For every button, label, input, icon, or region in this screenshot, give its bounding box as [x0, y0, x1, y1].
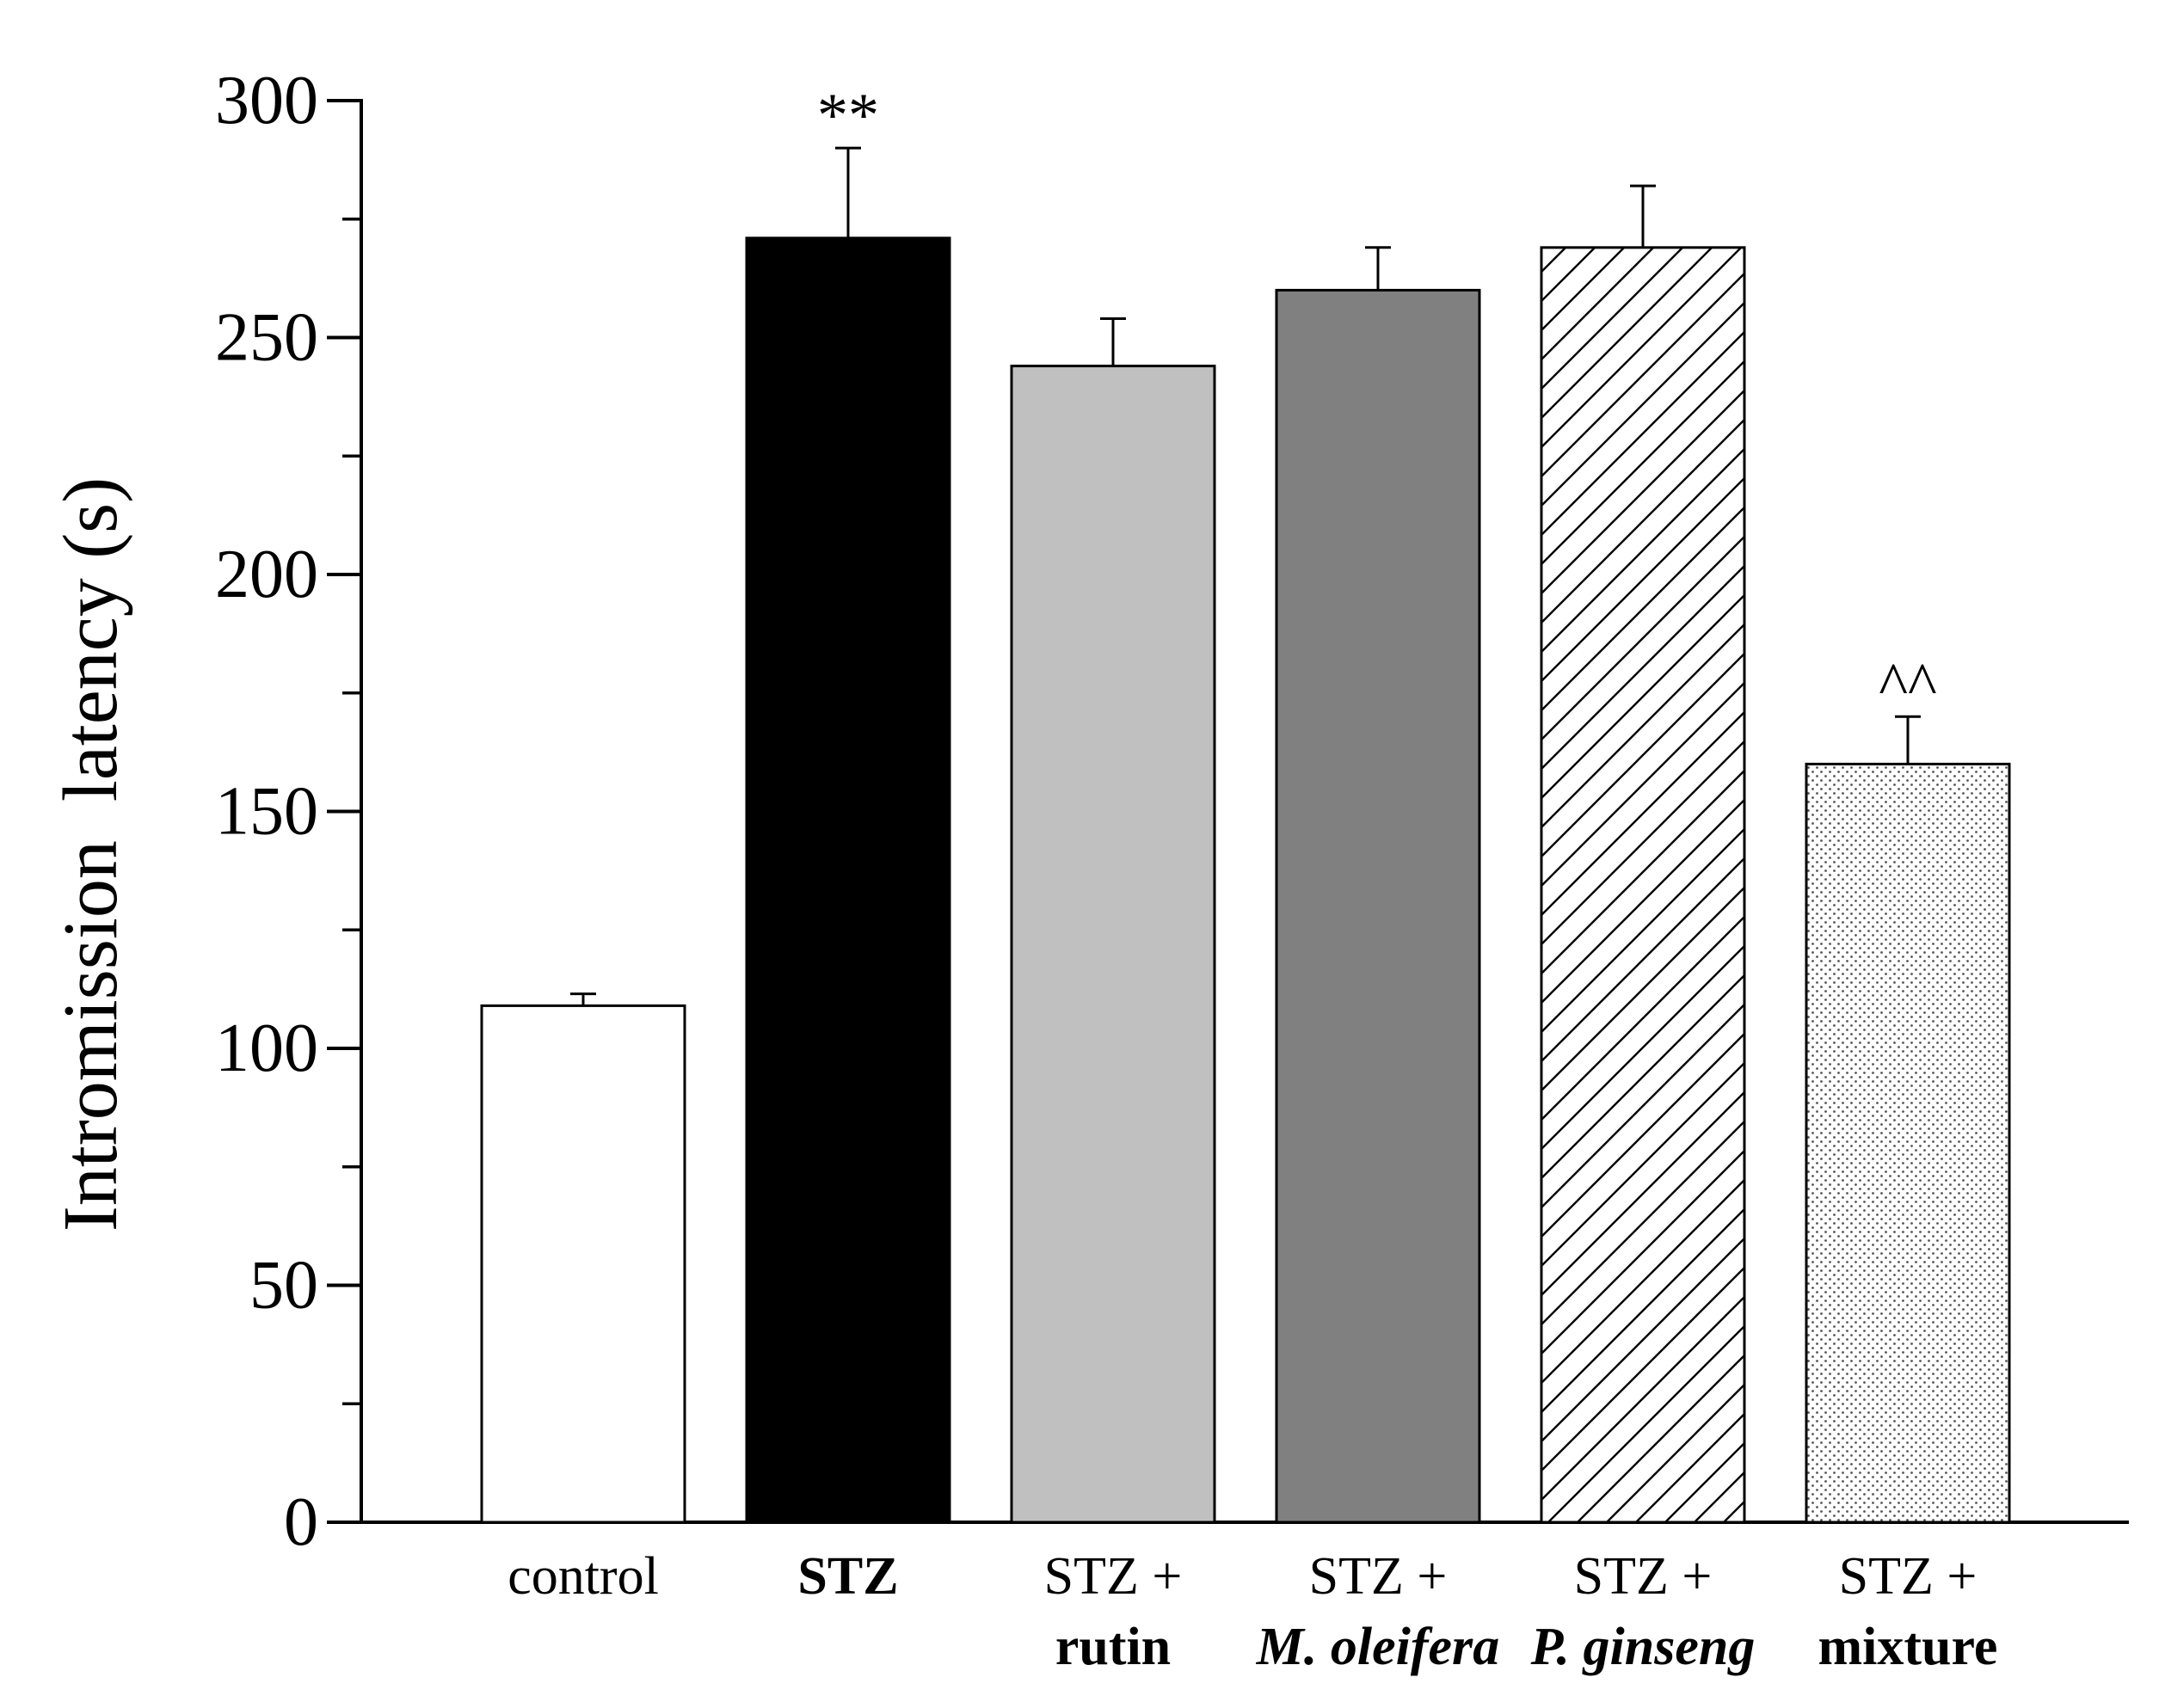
- x-tick-label-line2: P. ginseng: [1530, 1618, 1756, 1676]
- bar: [1275, 288, 1481, 1524]
- y-tick-label: 250: [215, 300, 318, 376]
- x-tick-label: control: [507, 1547, 659, 1606]
- bar: [745, 237, 951, 1524]
- x-tick-label-line2: rutin: [1055, 1618, 1171, 1676]
- y-tick-label: 100: [215, 1011, 318, 1086]
- y-tick-label: 200: [215, 537, 318, 612]
- significance-annotation: **: [817, 81, 879, 150]
- y-axis: 0 50 100 150 200 250 300: [215, 63, 363, 1560]
- bar: [480, 1004, 686, 1524]
- y-tick-label: 150: [215, 774, 318, 850]
- bar: [1805, 762, 2011, 1524]
- x-tick-label-line2: M. oleifera: [1256, 1618, 1499, 1676]
- significance-annotation: ^^: [1879, 649, 1937, 718]
- labels: Intromission latency (s) control ** STZ STZ …: [48, 81, 1997, 1676]
- x-tick-label: STZ +: [1309, 1547, 1448, 1606]
- x-tick-label: STZ +: [1044, 1547, 1183, 1606]
- y-tick-label: 50: [249, 1248, 318, 1324]
- bars: [480, 146, 2011, 1524]
- bar: [1540, 246, 1746, 1524]
- x-tick-label: STZ +: [1839, 1547, 1978, 1606]
- x-tick-label: STZ: [797, 1547, 898, 1606]
- bar: [1010, 365, 1216, 1524]
- y-axis-label: Intromission latency (s): [48, 477, 133, 1232]
- x-tick-label: STZ +: [1574, 1547, 1713, 1606]
- y-tick-label: 300: [215, 63, 318, 138]
- y-tick-label: 0: [284, 1484, 318, 1560]
- x-tick-label-line2: mixture: [1818, 1618, 1998, 1676]
